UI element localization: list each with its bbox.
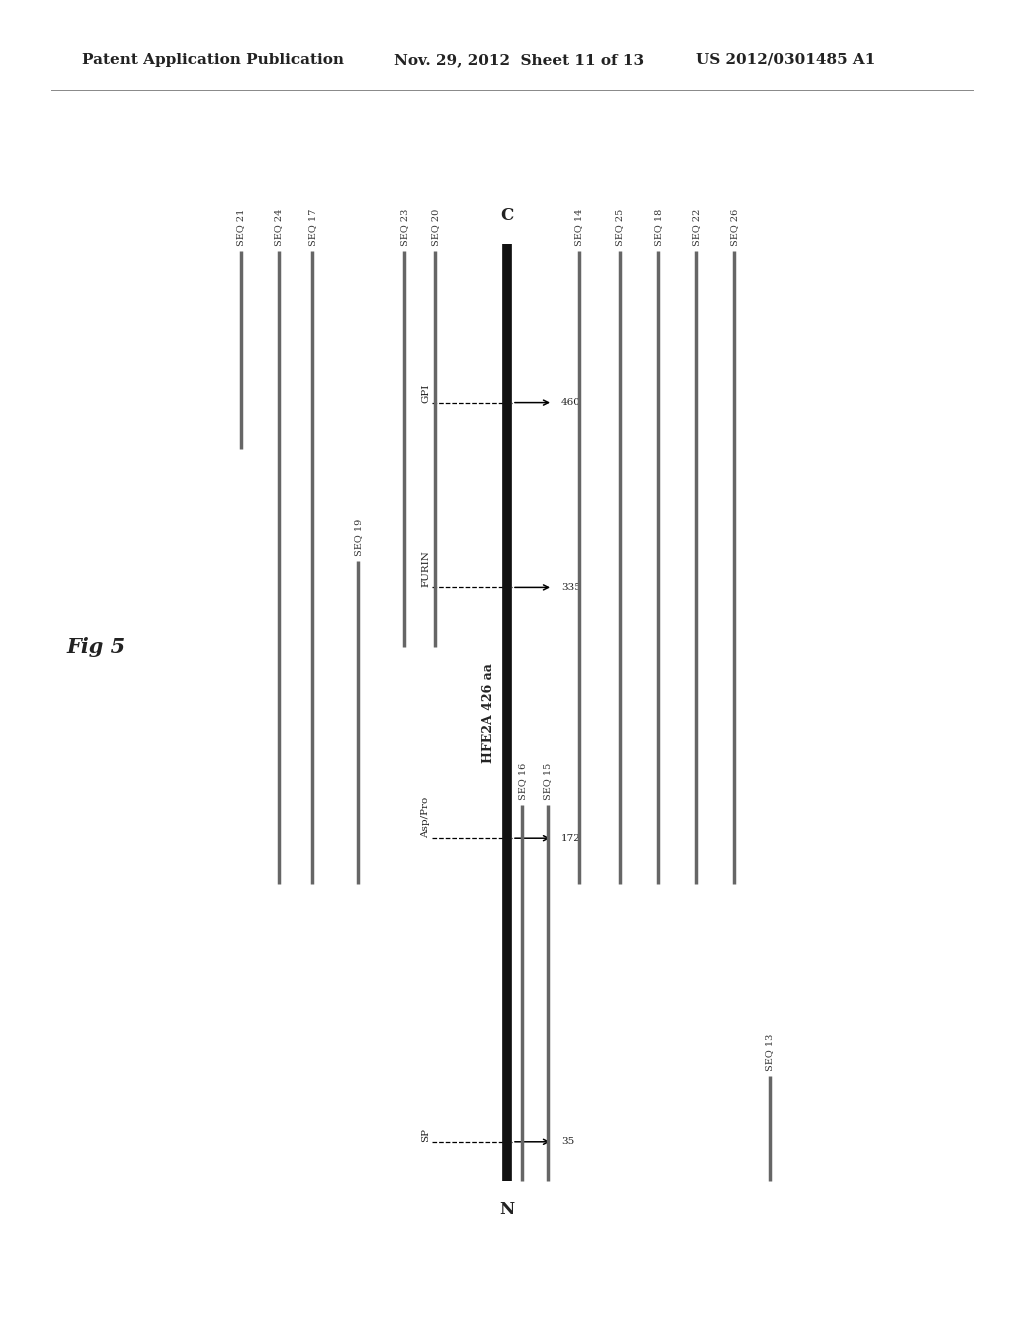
Text: SEQ 19: SEQ 19	[354, 519, 362, 556]
Text: SEQ 15: SEQ 15	[544, 763, 552, 800]
Text: HFE2A 426 aa: HFE2A 426 aa	[482, 663, 495, 763]
Text: SEQ 13: SEQ 13	[766, 1034, 774, 1071]
Text: 335: 335	[561, 583, 581, 591]
Text: FURIN: FURIN	[422, 550, 430, 587]
Text: Nov. 29, 2012  Sheet 11 of 13: Nov. 29, 2012 Sheet 11 of 13	[394, 53, 644, 67]
Text: SEQ 14: SEQ 14	[574, 209, 583, 246]
Text: GPI: GPI	[422, 383, 430, 403]
Text: SEQ 25: SEQ 25	[615, 209, 624, 246]
Text: SEQ 26: SEQ 26	[730, 209, 738, 246]
Text: Fig 5: Fig 5	[67, 636, 126, 657]
Text: 172: 172	[561, 834, 581, 842]
Text: SEQ 22: SEQ 22	[692, 209, 700, 246]
Text: SEQ 23: SEQ 23	[400, 209, 409, 246]
Text: SEQ 16: SEQ 16	[518, 763, 526, 800]
Text: 460: 460	[561, 399, 581, 407]
Text: SEQ 20: SEQ 20	[431, 209, 439, 246]
Text: 35: 35	[561, 1138, 574, 1146]
Text: SEQ 17: SEQ 17	[308, 209, 316, 246]
Text: SEQ 21: SEQ 21	[237, 209, 245, 246]
Text: Asp/Pro: Asp/Pro	[422, 797, 430, 838]
Text: SEQ 18: SEQ 18	[654, 209, 663, 246]
Text: US 2012/0301485 A1: US 2012/0301485 A1	[696, 53, 876, 67]
Text: C: C	[501, 207, 513, 224]
Text: Patent Application Publication: Patent Application Publication	[82, 53, 344, 67]
Text: SP: SP	[422, 1127, 430, 1142]
Text: SEQ 24: SEQ 24	[274, 209, 283, 246]
Text: N: N	[500, 1201, 514, 1218]
